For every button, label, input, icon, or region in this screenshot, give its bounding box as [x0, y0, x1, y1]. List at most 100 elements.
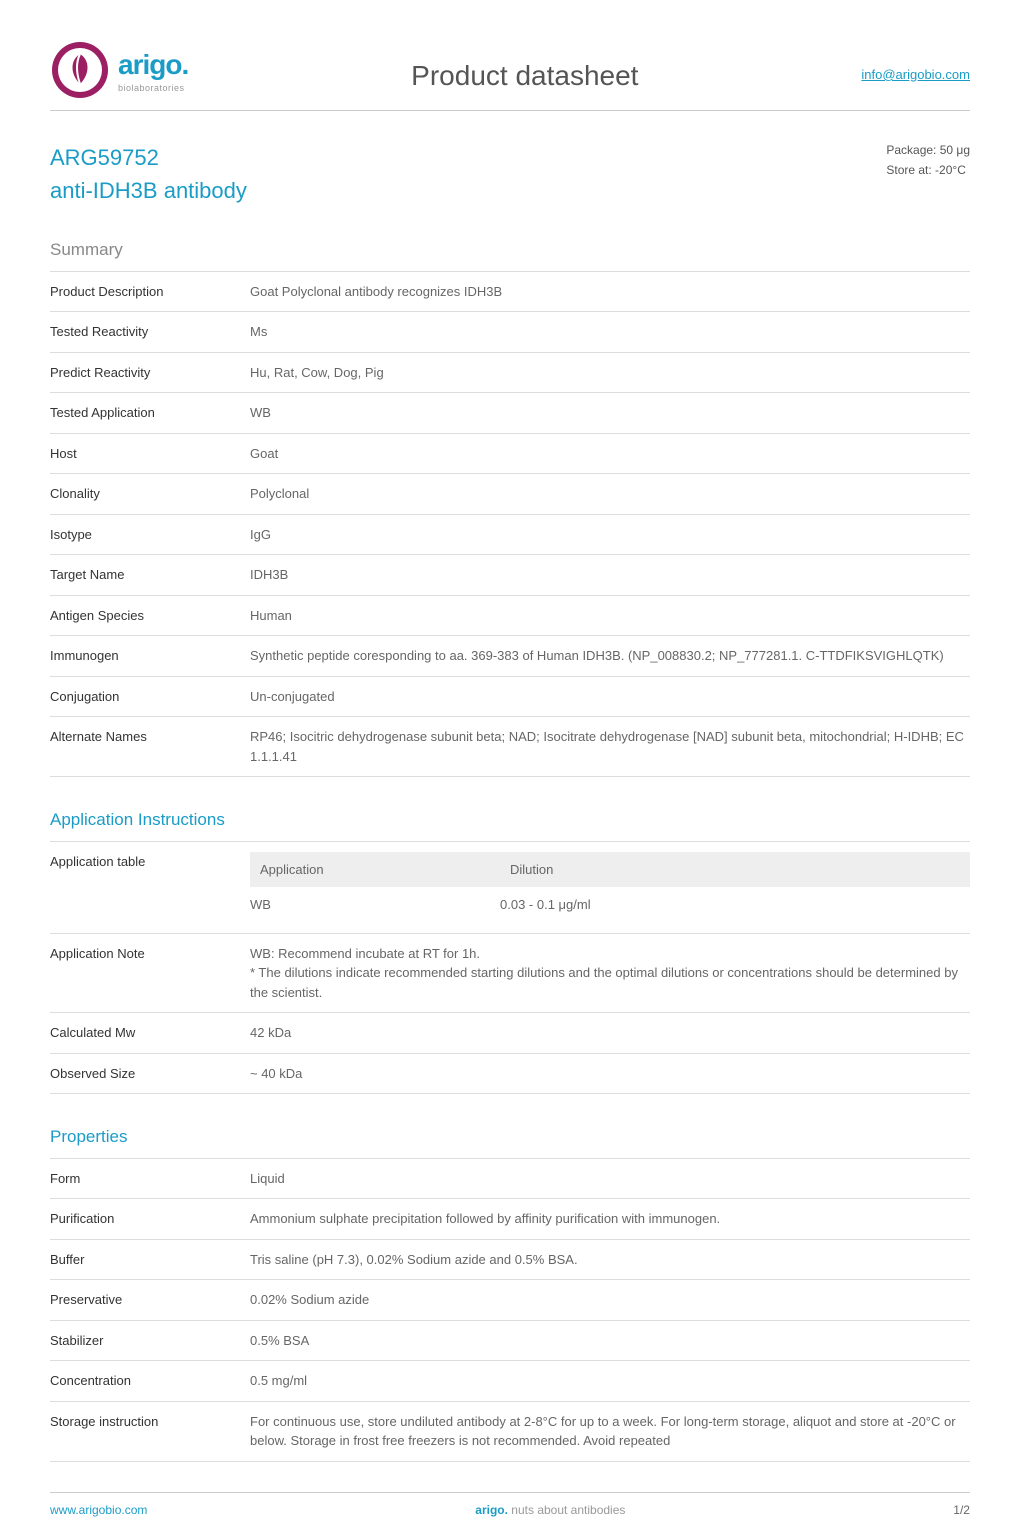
table-row: Tested ApplicationWB	[50, 392, 970, 433]
row-val: ~ 40 kDa	[250, 1064, 970, 1084]
table-row: PurificationAmmonium sulphate precipitat…	[50, 1198, 970, 1239]
table-row: Calculated Mw 42 kDa	[50, 1012, 970, 1053]
app-table-head: Application Dilution	[250, 852, 970, 888]
row-key: Tested Reactivity	[50, 322, 250, 342]
row-key: Alternate Names	[50, 727, 250, 747]
table-row: Alternate NamesRP46; Isocitric dehydroge…	[50, 716, 970, 777]
row-val: Ammonium sulphate precipitation followed…	[250, 1209, 970, 1229]
row-val: Hu, Rat, Cow, Dog, Pig	[250, 363, 970, 383]
table-row: Preservative0.02% Sodium azide	[50, 1279, 970, 1320]
row-val: Liquid	[250, 1169, 970, 1189]
row-key: Clonality	[50, 484, 250, 504]
table-row: IsotypeIgG	[50, 514, 970, 555]
app-table-row: WB 0.03 - 0.1 μg/ml	[250, 887, 970, 923]
row-val: Ms	[250, 322, 970, 342]
brand-sub: biolaboratories	[118, 82, 188, 96]
col-val: WB	[250, 895, 500, 915]
row-val: Un-conjugated	[250, 687, 970, 707]
table-row: Storage instructionFor continuous use, s…	[50, 1401, 970, 1462]
storage-info: Store at: -20°C	[886, 161, 970, 179]
table-row: BufferTris saline (pH 7.3), 0.02% Sodium…	[50, 1239, 970, 1280]
row-val: Polyclonal	[250, 484, 970, 504]
table-row: ImmunogenSynthetic peptide coresponding …	[50, 635, 970, 676]
footer-tagline: nuts about antibodies	[511, 1503, 625, 1517]
footer-brand: arigo. nuts about antibodies	[475, 1501, 625, 1519]
table-row: Stabilizer0.5% BSA	[50, 1320, 970, 1361]
row-key: Observed Size	[50, 1064, 250, 1084]
logo-block: arigo. biolaboratories	[50, 40, 188, 100]
row-key: Product Description	[50, 282, 250, 302]
table-row: Application Note WB: Recommend incubate …	[50, 933, 970, 1013]
row-key: Application Note	[50, 944, 250, 964]
row-key: Form	[50, 1169, 250, 1189]
row-val: Goat	[250, 444, 970, 464]
row-val: Tris saline (pH 7.3), 0.02% Sodium azide…	[250, 1250, 970, 1270]
table-row: Concentration0.5 mg/ml	[50, 1360, 970, 1401]
row-val: Human	[250, 606, 970, 626]
product-title: ARG59752 anti-IDH3B antibody	[50, 141, 247, 207]
row-key: Conjugation	[50, 687, 250, 707]
page-number: 1/2	[953, 1501, 970, 1519]
row-key: Purification	[50, 1209, 250, 1229]
col-head: Dilution	[510, 860, 960, 880]
row-key: Application table	[50, 852, 250, 872]
product-block: ARG59752 anti-IDH3B antibody Package: 50…	[50, 141, 970, 207]
summary-heading: Summary	[50, 237, 970, 263]
table-row: Target NameIDH3B	[50, 554, 970, 595]
row-val: WB	[250, 403, 970, 423]
table-row: FormLiquid	[50, 1158, 970, 1199]
row-val: 0.5% BSA	[250, 1331, 970, 1351]
row-val: IDH3B	[250, 565, 970, 585]
row-key: Predict Reactivity	[50, 363, 250, 383]
row-val: IgG	[250, 525, 970, 545]
product-meta: Package: 50 μg Store at: -20°C	[886, 141, 970, 181]
row-key: Target Name	[50, 565, 250, 585]
logo-text: arigo. biolaboratories	[118, 44, 188, 96]
row-key: Tested Application	[50, 403, 250, 423]
table-row: Product DescriptionGoat Polyclonal antib…	[50, 271, 970, 312]
row-val: Goat Polyclonal antibody recognizes IDH3…	[250, 282, 970, 302]
logo-icon	[50, 40, 110, 100]
row-key: Buffer	[50, 1250, 250, 1270]
page-header: arigo. biolaboratories Product datasheet…	[50, 40, 970, 111]
row-key: Stabilizer	[50, 1331, 250, 1351]
row-key: Concentration	[50, 1371, 250, 1391]
table-row: Antigen SpeciesHuman	[50, 595, 970, 636]
row-val: Synthetic peptide coresponding to aa. 36…	[250, 646, 970, 666]
table-row: HostGoat	[50, 433, 970, 474]
table-row: ConjugationUn-conjugated	[50, 676, 970, 717]
footer-brand-name: arigo.	[475, 1503, 508, 1517]
row-val: 42 kDa	[250, 1023, 970, 1043]
app-instr-heading: Application Instructions	[50, 807, 970, 833]
summary-table: Product DescriptionGoat Polyclonal antib…	[50, 271, 970, 778]
row-key: Isotype	[50, 525, 250, 545]
table-row: Predict ReactivityHu, Rat, Cow, Dog, Pig	[50, 352, 970, 393]
col-val: 0.03 - 0.1 μg/ml	[500, 895, 970, 915]
properties-heading: Properties	[50, 1124, 970, 1150]
email-link[interactable]: info@arigobio.com	[861, 65, 970, 85]
row-key: Storage instruction	[50, 1412, 250, 1432]
table-row: Tested ReactivityMs	[50, 311, 970, 352]
row-key: Immunogen	[50, 646, 250, 666]
row-val: RP46; Isocitric dehydrogenase subunit be…	[250, 727, 970, 766]
row-key: Preservative	[50, 1290, 250, 1310]
table-row: Application table Application Dilution W…	[50, 841, 970, 933]
row-val: 0.5 mg/ml	[250, 1371, 970, 1391]
product-code: ARG59752	[50, 141, 247, 174]
footer-url[interactable]: www.arigobio.com	[50, 1501, 147, 1519]
product-name: anti-IDH3B antibody	[50, 174, 247, 207]
brand-name: arigo.	[118, 44, 188, 86]
row-key: Host	[50, 444, 250, 464]
row-val: 0.02% Sodium azide	[250, 1290, 970, 1310]
properties-table: FormLiquid PurificationAmmonium sulphate…	[50, 1158, 970, 1462]
row-key: Calculated Mw	[50, 1023, 250, 1043]
table-row: Observed Size ~ 40 kDa	[50, 1053, 970, 1095]
table-row: ClonalityPolyclonal	[50, 473, 970, 514]
row-val: For continuous use, store undiluted anti…	[250, 1412, 970, 1451]
page-title: Product datasheet	[411, 55, 638, 97]
col-head: Application	[260, 860, 510, 880]
package-info: Package: 50 μg	[886, 141, 970, 159]
row-key: Antigen Species	[50, 606, 250, 626]
app-table: Application Dilution WB 0.03 - 0.1 μg/ml	[250, 852, 970, 923]
page-footer: www.arigobio.com arigo. nuts about antib…	[50, 1492, 970, 1519]
